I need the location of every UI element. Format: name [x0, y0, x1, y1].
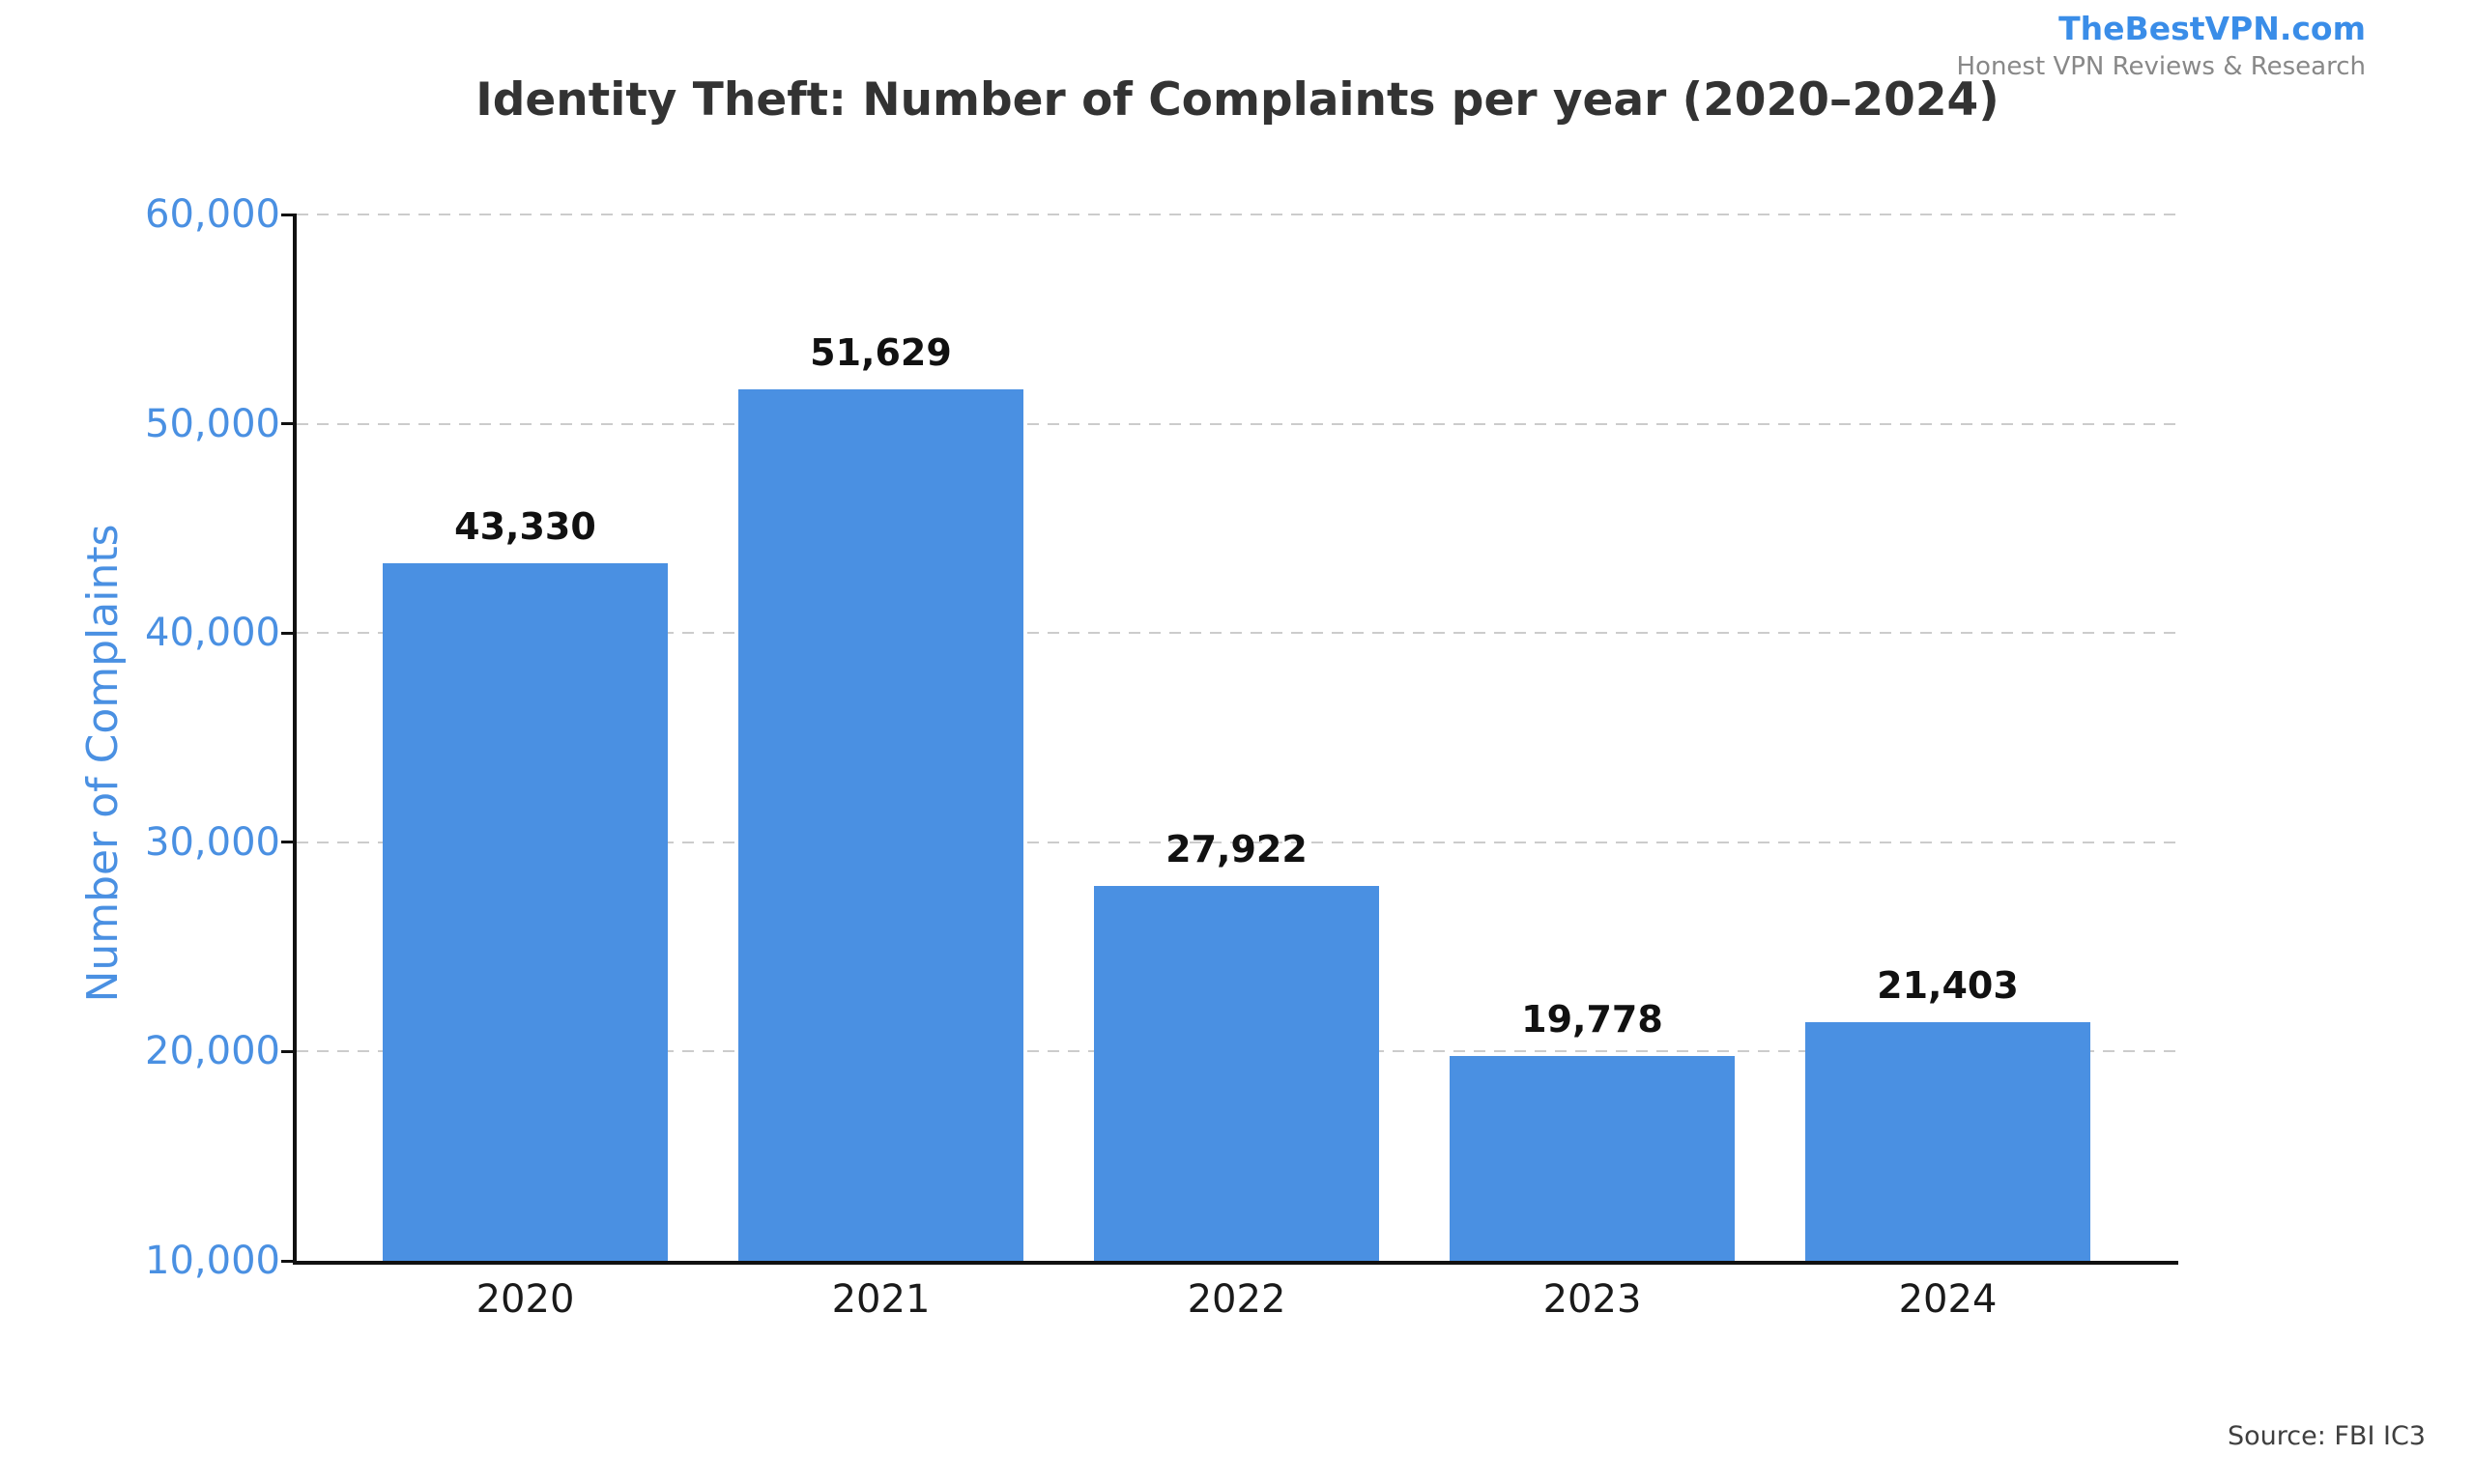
y-tick-label: 30,000 — [145, 819, 280, 865]
chart-title: Identity Theft: Number of Complaints per… — [475, 73, 1999, 127]
branding: TheBestVPN.com Honest VPN Reviews & Rese… — [1957, 10, 2367, 83]
bar-value-label-2024: 21,403 — [1877, 964, 2019, 1007]
gridline-60,000 — [297, 214, 2178, 215]
y-tick-mark — [281, 841, 297, 844]
x-axis-spine — [293, 1261, 2178, 1265]
y-tick-label: 40,000 — [145, 611, 280, 656]
y-tick-label: 20,000 — [145, 1029, 280, 1074]
bar-value-label-2020: 43,330 — [454, 505, 596, 549]
y-tick-label: 10,000 — [145, 1239, 280, 1283]
y-axis-spine — [293, 214, 297, 1265]
x-tick-label-2023: 2023 — [1542, 1277, 1642, 1322]
bar-value-label-2021: 51,629 — [810, 331, 952, 375]
bar-2021 — [738, 389, 1023, 1261]
gridline-40,000 — [297, 632, 2178, 635]
bar-2022 — [1094, 885, 1379, 1261]
y-tick-mark — [281, 213, 297, 216]
x-tick-label-2024: 2024 — [1898, 1277, 1998, 1322]
y-tick-label: 50,000 — [145, 401, 280, 446]
gridline-50,000 — [297, 422, 2178, 425]
bar-value-label-2023: 19,778 — [1521, 998, 1663, 1042]
bar-2024 — [1805, 1022, 2090, 1261]
x-tick-label-2020: 2020 — [475, 1277, 575, 1322]
y-tick-mark — [281, 1049, 297, 1053]
source-note: Source: FBI IC3 — [2227, 1421, 2426, 1451]
bar-value-label-2022: 27,922 — [1165, 827, 1308, 870]
bar-2023 — [1450, 1056, 1735, 1261]
brand-tagline: Honest VPN Reviews & Research — [1956, 52, 2367, 81]
bar-2020 — [383, 563, 668, 1261]
y-tick-label: 60,000 — [145, 192, 280, 237]
gridline-30,000 — [297, 841, 2178, 843]
y-tick-mark — [281, 631, 297, 635]
x-tick-label-2022: 2022 — [1187, 1277, 1286, 1322]
x-tick-label-2021: 2021 — [831, 1277, 931, 1322]
y-tick-mark — [281, 422, 297, 426]
brand-name: TheBestVPN.com — [2058, 10, 2366, 47]
y-tick-mark — [281, 1259, 297, 1263]
